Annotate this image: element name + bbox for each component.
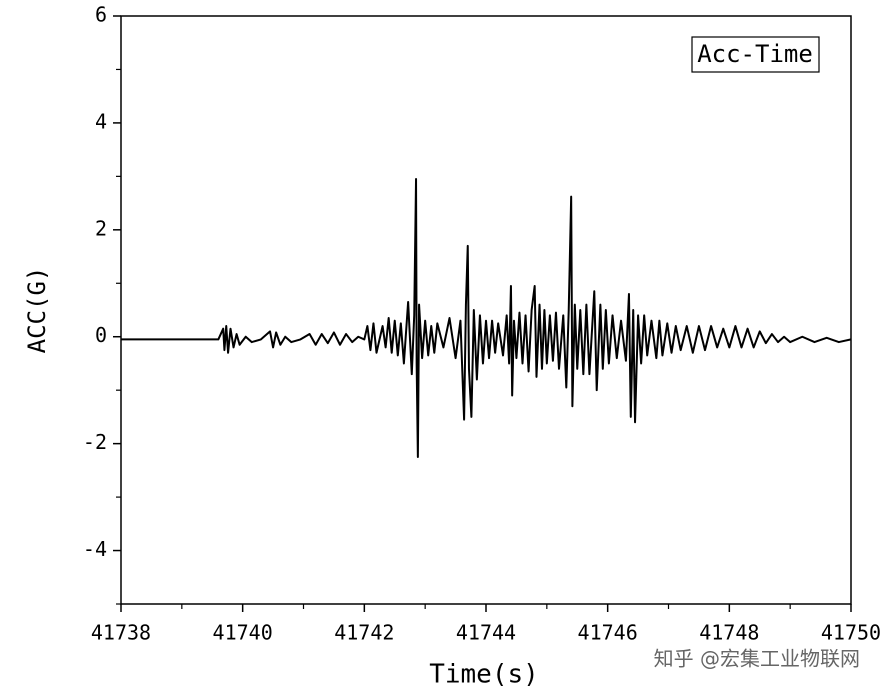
data-line [121,178,852,458]
x-tick-label: 41748 [699,621,759,645]
y-tick-label: -4 [83,537,107,561]
watermark: 知乎 @宏集工业物联网 [654,647,860,671]
x-tick-label: 41750 [821,621,881,645]
y-tick-label: 6 [95,3,107,27]
y-tick-label: -2 [83,430,107,454]
y-tick-label: 4 [95,109,107,133]
x-tick-label: 41738 [91,621,151,645]
x-tick-label: 41746 [578,621,638,645]
x-tick-label: 41742 [334,621,394,645]
y-axis-label: ACC(G) [23,267,51,354]
x-axis-label: Time(s) [429,660,539,690]
plot-frame [120,15,852,605]
legend-box [691,36,820,73]
x-tick-label: 41744 [456,621,516,645]
y-tick-label: 0 [95,323,107,347]
legend-label: Acc-Time [697,40,813,68]
x-tick-label: 41740 [213,621,273,645]
y-tick-label: 2 [95,216,107,240]
